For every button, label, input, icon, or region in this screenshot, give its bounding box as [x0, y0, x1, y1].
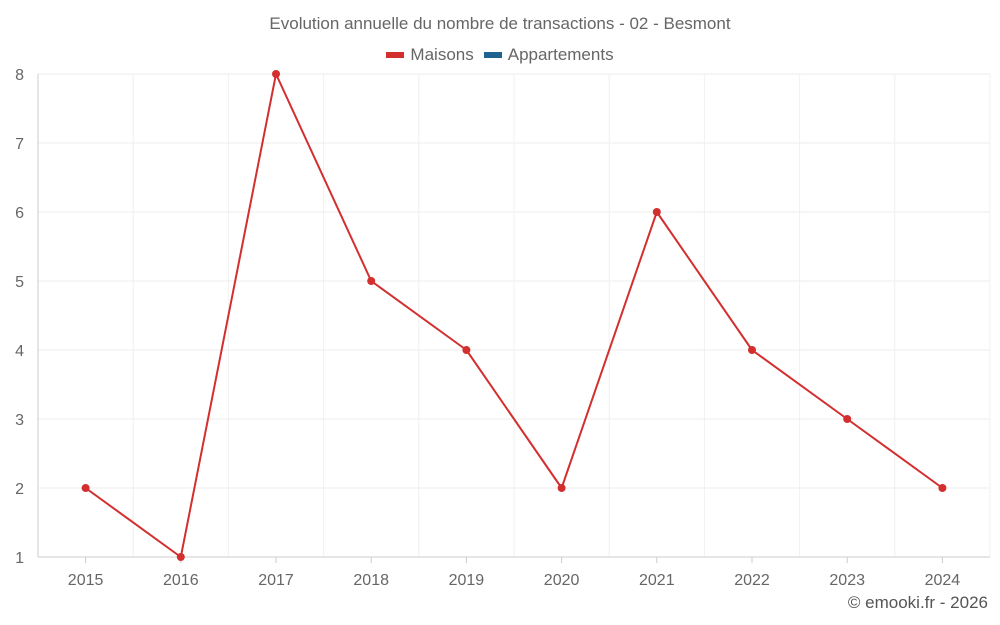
y-tick-label: 4: [15, 343, 24, 360]
legend-swatch-maisons: [386, 52, 405, 58]
y-tick-label: 5: [15, 274, 24, 291]
legend-swatch-appartements: [483, 52, 502, 58]
data-point-maisons[interactable]: [367, 277, 376, 285]
y-tick-label: 2: [15, 481, 24, 498]
data-point-maisons[interactable]: [557, 484, 566, 492]
data-point-maisons[interactable]: [938, 484, 947, 492]
x-tick-label: 2020: [544, 572, 580, 589]
x-tick-label: 2021: [639, 572, 675, 589]
legend-label-maisons: Maisons: [410, 45, 474, 64]
x-tick-label: 2024: [925, 572, 961, 589]
legend-item-appartements[interactable]: Appartements: [483, 45, 614, 65]
x-tick-label: 2015: [68, 572, 104, 589]
x-tick-label: 2018: [353, 572, 389, 589]
data-point-maisons[interactable]: [748, 346, 756, 354]
x-tick-label: 2019: [449, 572, 485, 589]
x-tick-label: 2023: [829, 572, 865, 589]
data-point-maisons[interactable]: [843, 415, 852, 423]
grid-layer: [38, 73, 991, 557]
y-tick-label: 6: [15, 205, 24, 222]
y-tick-label: 7: [15, 136, 24, 153]
data-point-maisons[interactable]: [176, 553, 185, 561]
credit-text: © emooki.fr - 2026: [847, 593, 988, 612]
axis-layer: 1 2 3 4 5 6 7 8 2015 2016 2017 2018 2019 2020 2021 2022…: [15, 67, 990, 589]
y-tick-label: 8: [15, 67, 24, 84]
chart-legend: Maisons Appartements: [0, 45, 1000, 65]
data-point-maisons[interactable]: [81, 484, 90, 492]
series-layer: [81, 70, 947, 561]
legend-item-maisons[interactable]: Maisons: [386, 45, 474, 65]
data-point-maisons[interactable]: [462, 346, 471, 354]
data-point-maisons[interactable]: [272, 70, 280, 78]
series-line-maisons: [85, 73, 943, 558]
data-point-maisons[interactable]: [652, 208, 661, 216]
chart-title: Evolution annuelle du nombre de transact…: [269, 14, 731, 33]
x-tick-label: 2016: [163, 572, 199, 589]
y-tick-label: 3: [15, 412, 24, 429]
x-tick-label: 2022: [734, 572, 770, 589]
legend-label-appartements: Appartements: [507, 45, 614, 64]
x-tick-label: 2017: [258, 572, 294, 589]
y-tick-label: 1: [15, 550, 24, 567]
